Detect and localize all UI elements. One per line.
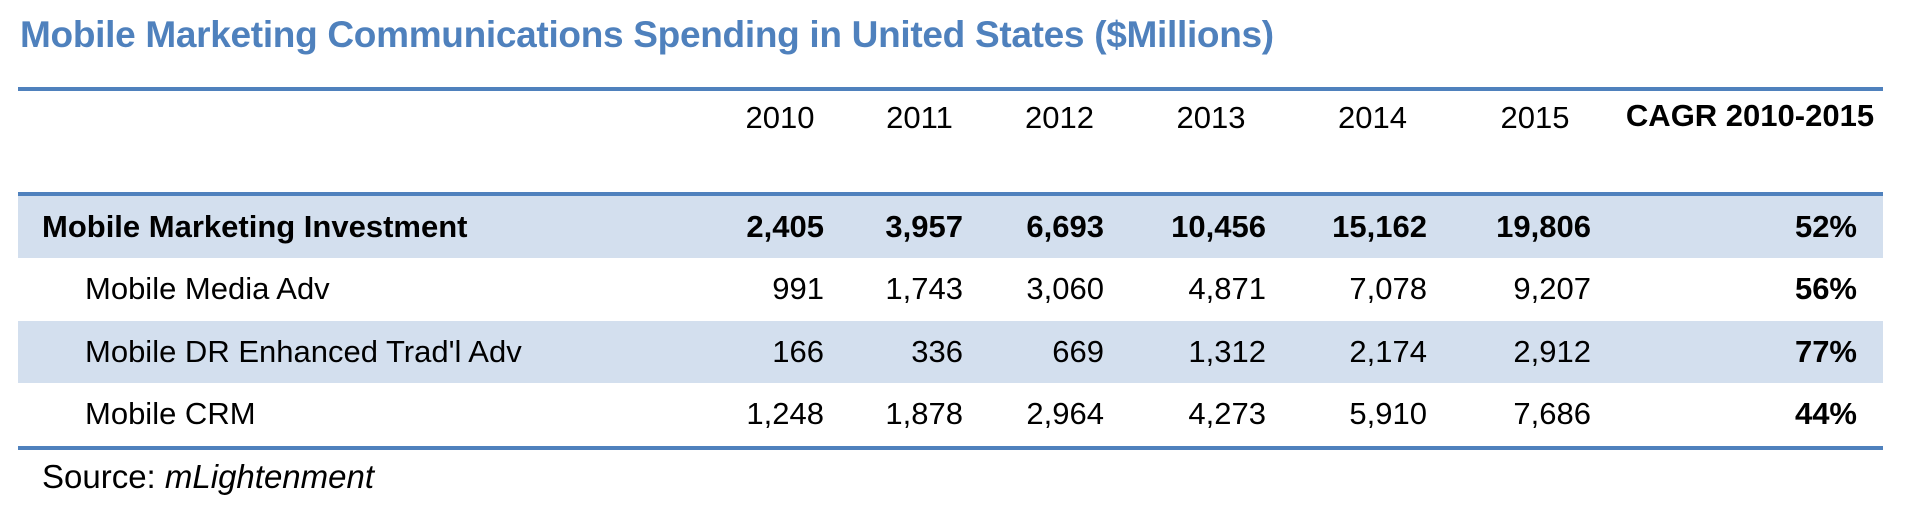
header-year-2014: 2014 (1338, 100, 1407, 135)
cell-2012: 2,964 (1026, 396, 1104, 431)
row-label: Mobile Marketing Investment (42, 209, 468, 244)
row-label: Mobile Media Adv (85, 271, 330, 306)
cell-2013: 4,273 (1188, 396, 1266, 431)
cell-2015: 9,207 (1513, 271, 1591, 306)
header-year-2011: 2011 (886, 100, 953, 135)
table-row: Mobile Marketing Investment 2,405 3,957 6,6… (18, 196, 1883, 258)
cell-2015: 7,686 (1513, 396, 1591, 431)
cell-2011: 3,957 (885, 209, 963, 244)
cell-2012: 3,060 (1026, 271, 1104, 306)
header-year-2013: 2013 (1176, 100, 1246, 135)
header-year-2012: 2012 (1025, 100, 1094, 135)
header-year-2015: 2015 (1500, 100, 1570, 135)
top-rule (18, 87, 1883, 91)
cell-2012: 669 (1052, 334, 1104, 369)
header-cagr-label: CAGR 2010-2015 (1625, 98, 1875, 133)
cell-2010: 991 (772, 271, 824, 306)
cell-cagr: 77% (1794, 334, 1857, 369)
table-title: Mobile Marketing Communications Spending… (20, 14, 1274, 55)
cell-2015: 19,806 (1496, 209, 1591, 244)
cell-cagr: 44% (1794, 396, 1857, 431)
cell-cagr: 52% (1794, 209, 1857, 244)
cell-2012: 6,693 (1026, 209, 1104, 244)
header-row: 2010 2011 2012 2013 2014 2015 (18, 91, 1883, 191)
row-band (18, 196, 1883, 258)
table-row: Mobile CRM 1,248 1,878 2,964 4,273 5,910 7,686… (18, 383, 1883, 445)
source-note: Source: mLightenment (42, 458, 374, 496)
cell-2014: 2,174 (1349, 334, 1427, 369)
bottom-rule (18, 446, 1883, 450)
row-label: Mobile DR Enhanced Trad'l Adv (85, 334, 522, 369)
header-rule (18, 192, 1883, 196)
cell-cagr: 56% (1794, 271, 1857, 306)
cell-2013: 1,312 (1188, 334, 1266, 369)
table-row: Mobile DR Enhanced Trad'l Adv 166 336 669 1,… (18, 321, 1883, 383)
table-row: Mobile Media Adv 991 1,743 3,060 4,871 7,078 9… (18, 258, 1883, 320)
cell-2011: 1,743 (885, 271, 963, 306)
cell-2010: 1,248 (746, 396, 824, 431)
cell-2010: 2,405 (746, 209, 824, 244)
cell-2015: 2,912 (1513, 334, 1591, 369)
row-label: Mobile CRM (85, 396, 256, 431)
cell-2014: 7,078 (1349, 271, 1427, 306)
row-band (18, 321, 1883, 383)
cell-2011: 336 (911, 334, 963, 369)
cell-2011: 1,878 (885, 396, 963, 431)
header-year-2010: 2010 (745, 100, 815, 135)
source-prefix: Source: (42, 458, 165, 495)
header-cagr: CAGR 2010-2015 (1617, 96, 1883, 136)
cell-2010: 166 (772, 334, 824, 369)
cell-2013: 10,456 (1171, 209, 1266, 244)
source-name: mLightenment (164, 458, 375, 495)
cell-2014: 15,162 (1332, 209, 1427, 244)
cell-2014: 5,910 (1349, 396, 1427, 431)
cell-2013: 4,871 (1188, 271, 1266, 306)
